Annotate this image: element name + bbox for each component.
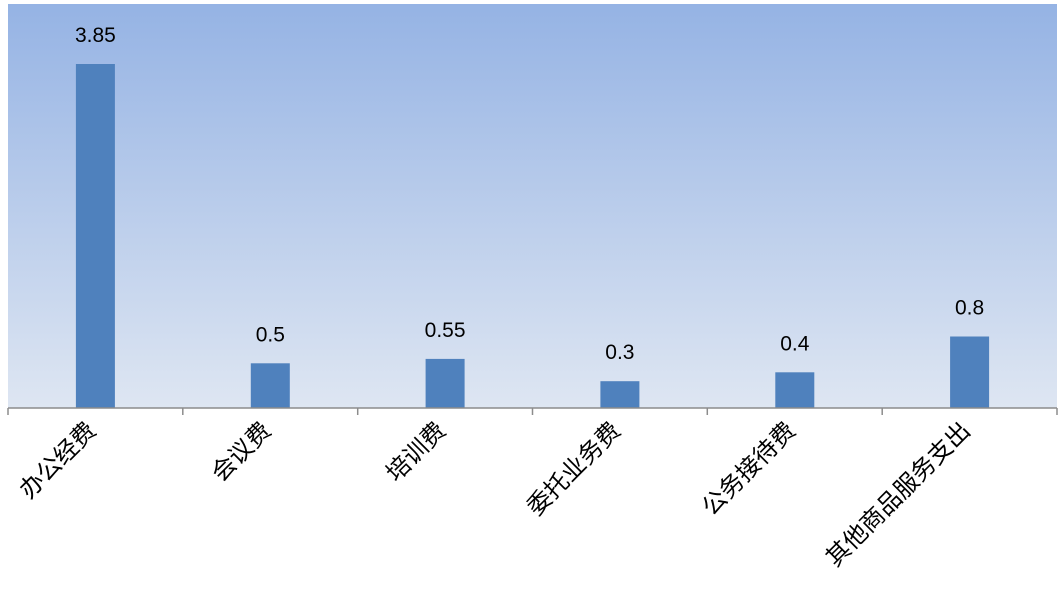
category-label: 公务接待费: [696, 416, 801, 521]
plot-area-background: [8, 4, 1057, 408]
x-axis: [7, 407, 1058, 415]
data-labels: 3.85 0.5 0.55 0.3 0.4 0.8: [75, 24, 984, 364]
bar: [250, 363, 290, 408]
data-label: 0.8: [955, 297, 984, 320]
category-label: 办公经费: [14, 416, 102, 504]
bar: [425, 358, 465, 408]
bar: [775, 372, 815, 408]
category-label: 会议费: [206, 416, 277, 487]
data-label: 3.85: [75, 24, 116, 47]
bar: [600, 381, 640, 408]
bar: [75, 64, 115, 408]
category-label: 其他商品服务支出: [820, 416, 976, 572]
data-label: 0.4: [780, 332, 810, 355]
category-label: 委托业务费: [521, 416, 626, 521]
data-label: 0.55: [425, 319, 466, 342]
data-label: 0.3: [605, 341, 634, 364]
bar: [950, 336, 990, 408]
category-labels: 办公经费 会议费 培训费 委托业务费 公务接待费 其他商品服务支出: [14, 416, 976, 572]
data-label: 0.5: [256, 323, 285, 346]
bar-series: [75, 64, 990, 408]
category-label: 培训费: [381, 416, 452, 487]
